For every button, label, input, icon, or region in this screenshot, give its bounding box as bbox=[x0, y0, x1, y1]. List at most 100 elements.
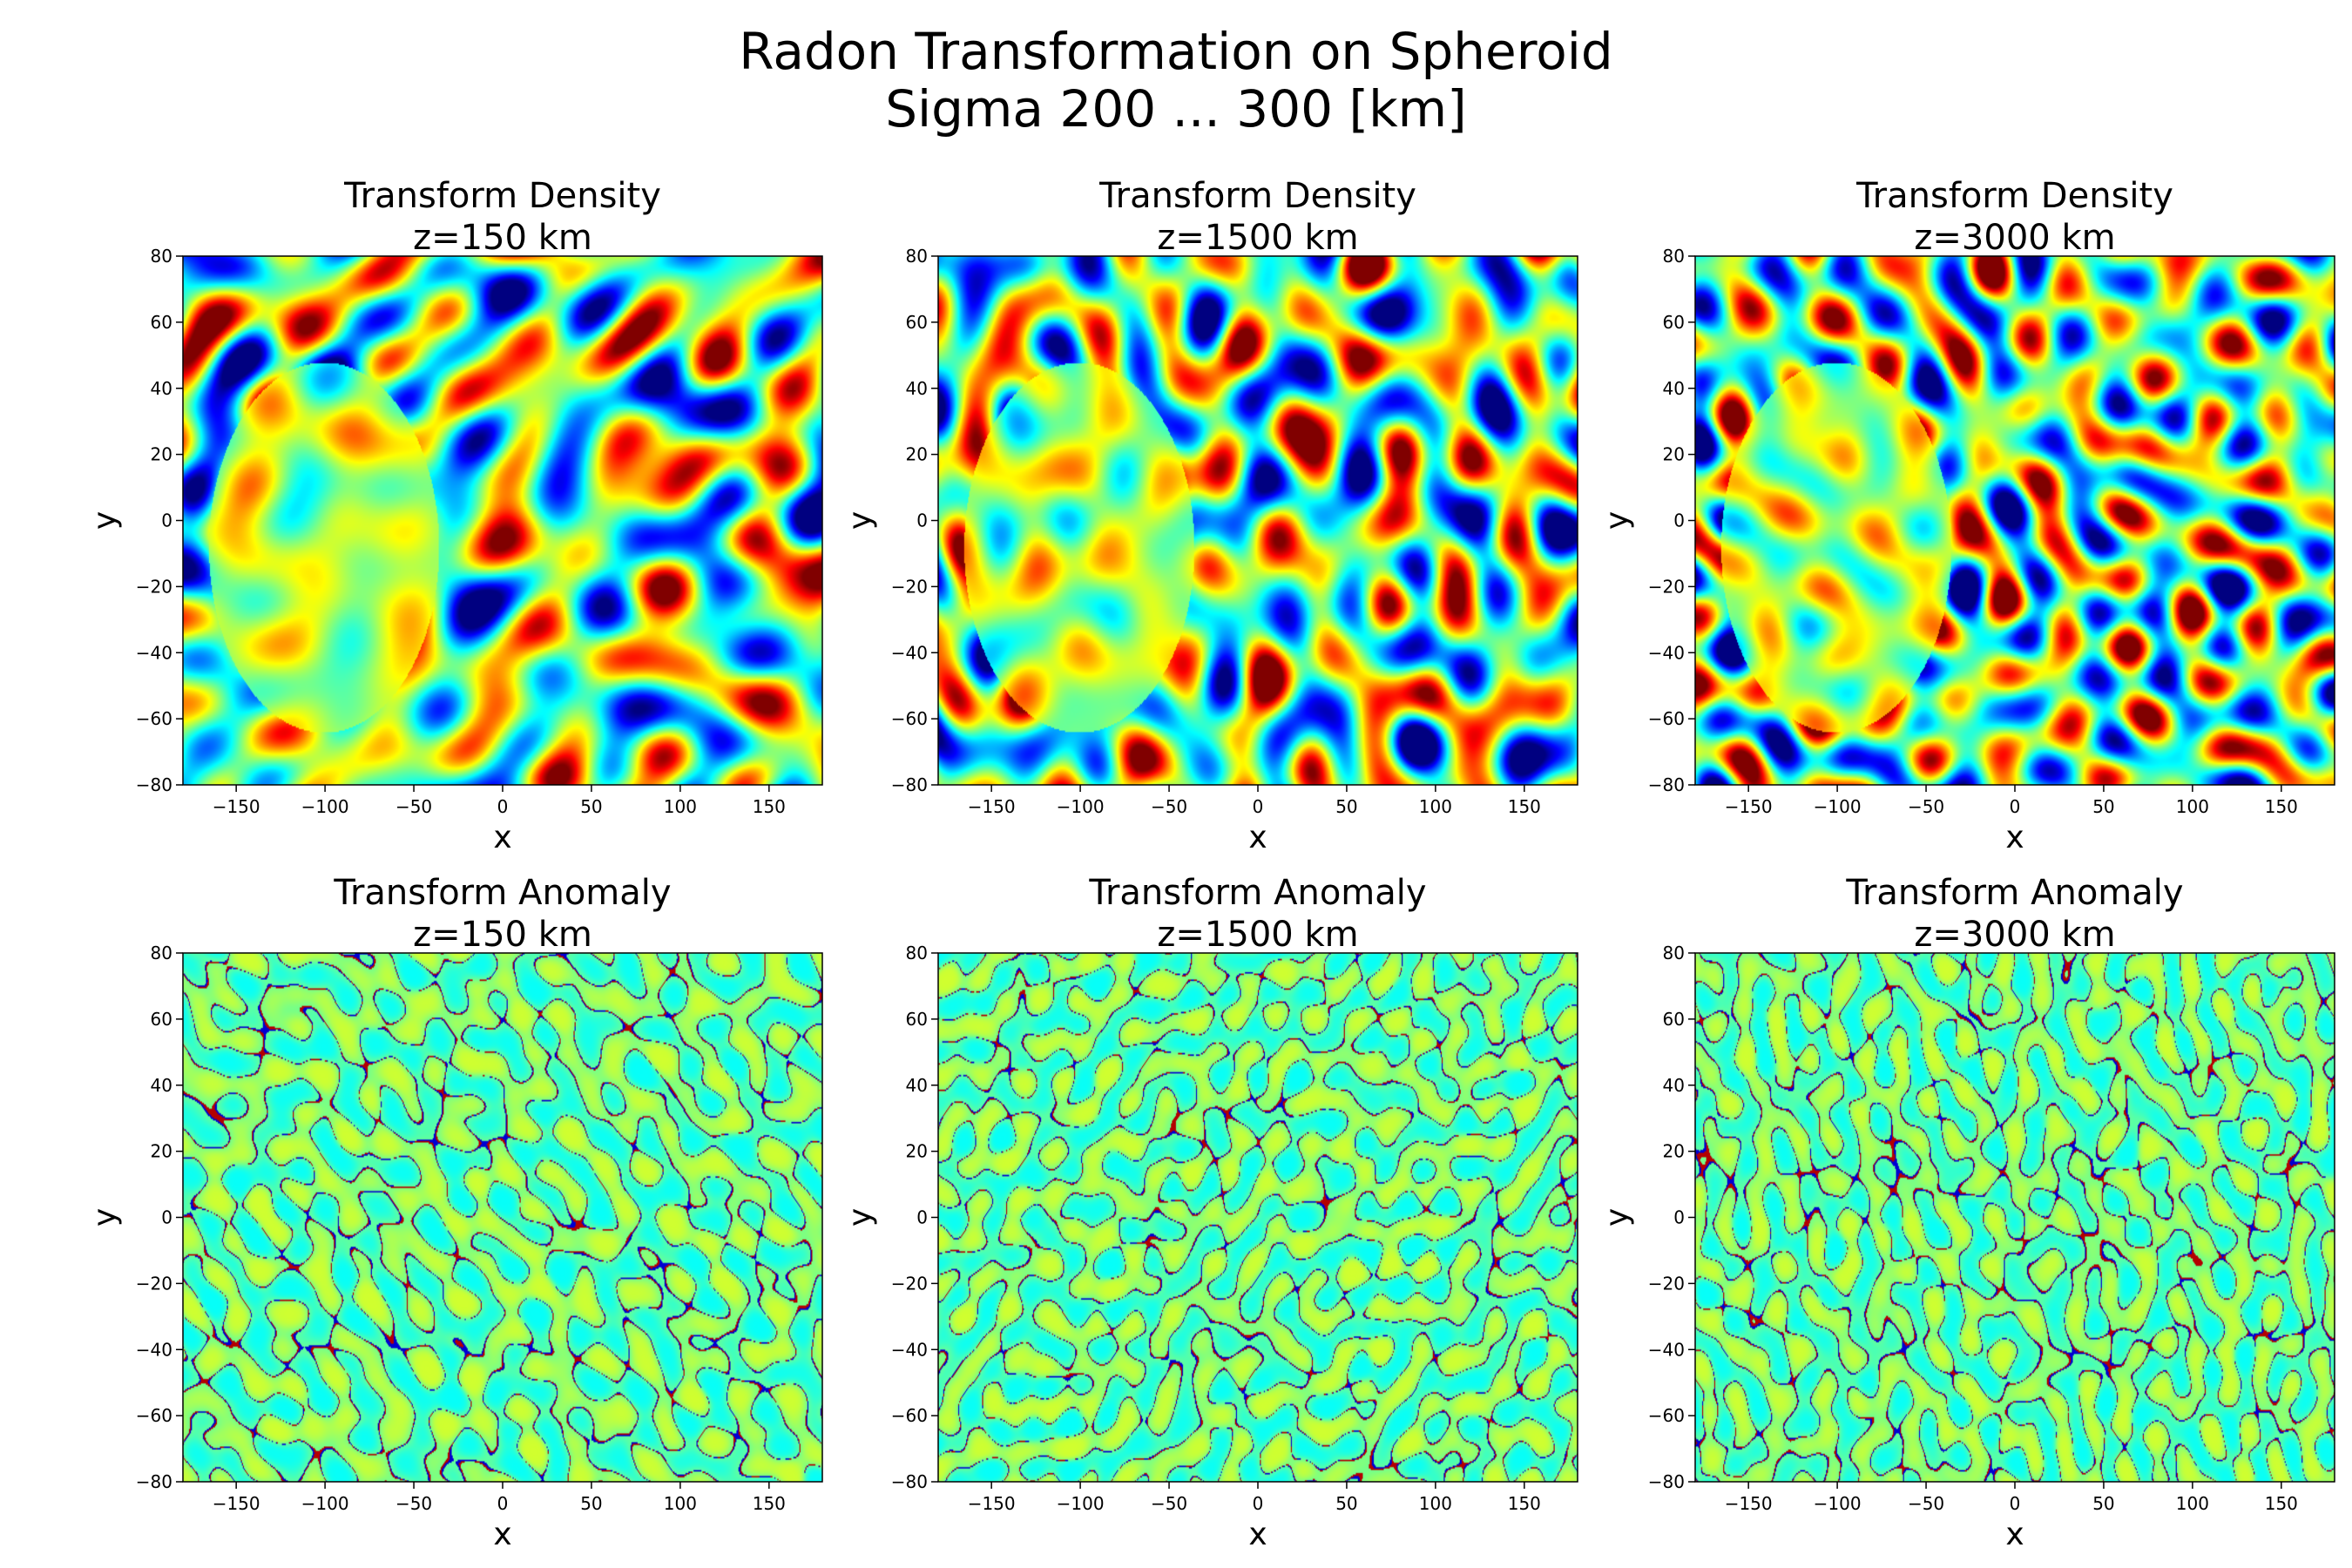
y-tick-label: 20 bbox=[1663, 1141, 1685, 1162]
panel-subtitle: z=150 km bbox=[413, 915, 592, 955]
y-tick-label: −40 bbox=[891, 642, 928, 663]
heatmap-image bbox=[938, 953, 1578, 1482]
x-tick-label: −50 bbox=[1151, 796, 1187, 817]
panel-subtitle: z=150 km bbox=[413, 218, 592, 258]
x-tick-label: 150 bbox=[1508, 1493, 1541, 1514]
panel-title: Transform Anomaly bbox=[333, 873, 671, 913]
panel-subtitle: z=1500 km bbox=[1157, 218, 1358, 258]
y-tick-label: 0 bbox=[916, 1207, 928, 1228]
y-tick-label: 40 bbox=[1663, 1075, 1685, 1096]
y-tick-label: 40 bbox=[906, 378, 928, 399]
y-tick-label: 0 bbox=[161, 1207, 172, 1228]
x-tick-label: 50 bbox=[580, 796, 602, 817]
x-tick-label: 0 bbox=[1253, 1493, 1264, 1514]
x-tick-label: −50 bbox=[395, 796, 432, 817]
x-tick-label: −150 bbox=[213, 796, 260, 817]
y-tick-label: 40 bbox=[906, 1075, 928, 1096]
y-tick-label: −40 bbox=[891, 1339, 928, 1360]
x-tick-label: −150 bbox=[968, 1493, 1016, 1514]
panel-title: Transform Anomaly bbox=[1088, 873, 1426, 913]
y-tick-label: −80 bbox=[891, 1471, 928, 1492]
x-tick-label: 0 bbox=[2010, 796, 2021, 817]
y-tick-label: 60 bbox=[1663, 312, 1685, 333]
y-axis-label: y bbox=[87, 511, 123, 530]
y-tick-label: −20 bbox=[136, 1273, 172, 1294]
y-tick-label: 40 bbox=[151, 1075, 172, 1096]
y-axis-label: y bbox=[87, 1208, 123, 1227]
x-axis-label: x bbox=[493, 1517, 511, 1552]
x-tick-label: 0 bbox=[2010, 1493, 2021, 1514]
panel-title: Transform Density bbox=[343, 176, 661, 216]
y-tick-label: 20 bbox=[906, 444, 928, 465]
heatmap-image bbox=[1695, 256, 2335, 785]
y-tick-label: 60 bbox=[906, 312, 928, 333]
y-tick-label: 60 bbox=[906, 1009, 928, 1030]
panel-subtitle: z=1500 km bbox=[1157, 915, 1358, 955]
y-tick-label: −40 bbox=[1648, 642, 1685, 663]
panel-title: Transform Density bbox=[1855, 176, 2173, 216]
x-tick-label: −100 bbox=[301, 796, 349, 817]
figure-title-line1: Radon Transformation on Spheroid bbox=[739, 22, 1613, 81]
x-tick-label: −50 bbox=[1151, 1493, 1187, 1514]
heatmap-image bbox=[183, 953, 822, 1482]
heatmap-image bbox=[938, 256, 1578, 785]
x-tick-label: −100 bbox=[1814, 796, 1862, 817]
x-tick-label: 100 bbox=[664, 796, 697, 817]
y-tick-label: −20 bbox=[891, 576, 928, 597]
x-tick-label: −50 bbox=[1908, 1493, 1944, 1514]
y-tick-label: −60 bbox=[891, 708, 928, 729]
x-tick-label: −100 bbox=[301, 1493, 349, 1514]
y-tick-label: −80 bbox=[1648, 1471, 1685, 1492]
y-tick-label: −60 bbox=[136, 708, 172, 729]
y-tick-label: 40 bbox=[1663, 378, 1685, 399]
panel-subtitle: z=3000 km bbox=[1914, 218, 2115, 258]
panel-title: Transform Anomaly bbox=[1845, 873, 2183, 913]
x-tick-label: 100 bbox=[664, 1493, 697, 1514]
x-tick-label: 0 bbox=[497, 1493, 509, 1514]
x-axis-label: x bbox=[2005, 1517, 2024, 1552]
x-tick-label: 50 bbox=[1335, 796, 1357, 817]
y-tick-label: −20 bbox=[1648, 1273, 1685, 1294]
y-tick-label: 0 bbox=[1673, 510, 1685, 531]
x-tick-label: 50 bbox=[2092, 1493, 2114, 1514]
y-tick-label: −80 bbox=[891, 774, 928, 795]
y-tick-label: 0 bbox=[161, 510, 172, 531]
y-tick-label: −80 bbox=[136, 1471, 172, 1492]
y-axis-label: y bbox=[1599, 511, 1635, 530]
x-tick-label: 150 bbox=[1508, 796, 1541, 817]
x-tick-label: −100 bbox=[1057, 796, 1105, 817]
x-tick-label: 150 bbox=[753, 1493, 786, 1514]
x-axis-label: x bbox=[2005, 820, 2024, 855]
y-tick-label: −20 bbox=[136, 576, 172, 597]
y-tick-label: 80 bbox=[151, 246, 172, 267]
x-tick-label: 50 bbox=[2092, 796, 2114, 817]
y-tick-label: 20 bbox=[151, 444, 172, 465]
y-tick-label: −40 bbox=[136, 1339, 172, 1360]
y-tick-label: 80 bbox=[1663, 246, 1685, 267]
y-tick-label: −60 bbox=[136, 1405, 172, 1426]
x-tick-label: −150 bbox=[1725, 796, 1773, 817]
y-tick-label: −60 bbox=[891, 1405, 928, 1426]
y-tick-label: 0 bbox=[916, 510, 928, 531]
y-tick-label: −40 bbox=[136, 642, 172, 663]
y-tick-label: 20 bbox=[906, 1141, 928, 1162]
x-tick-label: −50 bbox=[395, 1493, 432, 1514]
y-tick-label: −80 bbox=[1648, 774, 1685, 795]
y-tick-label: 80 bbox=[151, 943, 172, 963]
y-tick-label: 60 bbox=[151, 312, 172, 333]
heatmap-image bbox=[183, 256, 822, 785]
x-tick-label: 100 bbox=[2176, 796, 2209, 817]
x-tick-label: 50 bbox=[580, 1493, 602, 1514]
y-tick-label: 60 bbox=[1663, 1009, 1685, 1030]
x-tick-label: 150 bbox=[753, 796, 786, 817]
heatmap-image bbox=[1695, 953, 2335, 1482]
y-tick-label: 80 bbox=[906, 943, 928, 963]
x-tick-label: 150 bbox=[2265, 1493, 2298, 1514]
x-tick-label: 100 bbox=[2176, 1493, 2209, 1514]
x-tick-label: 150 bbox=[2265, 796, 2298, 817]
